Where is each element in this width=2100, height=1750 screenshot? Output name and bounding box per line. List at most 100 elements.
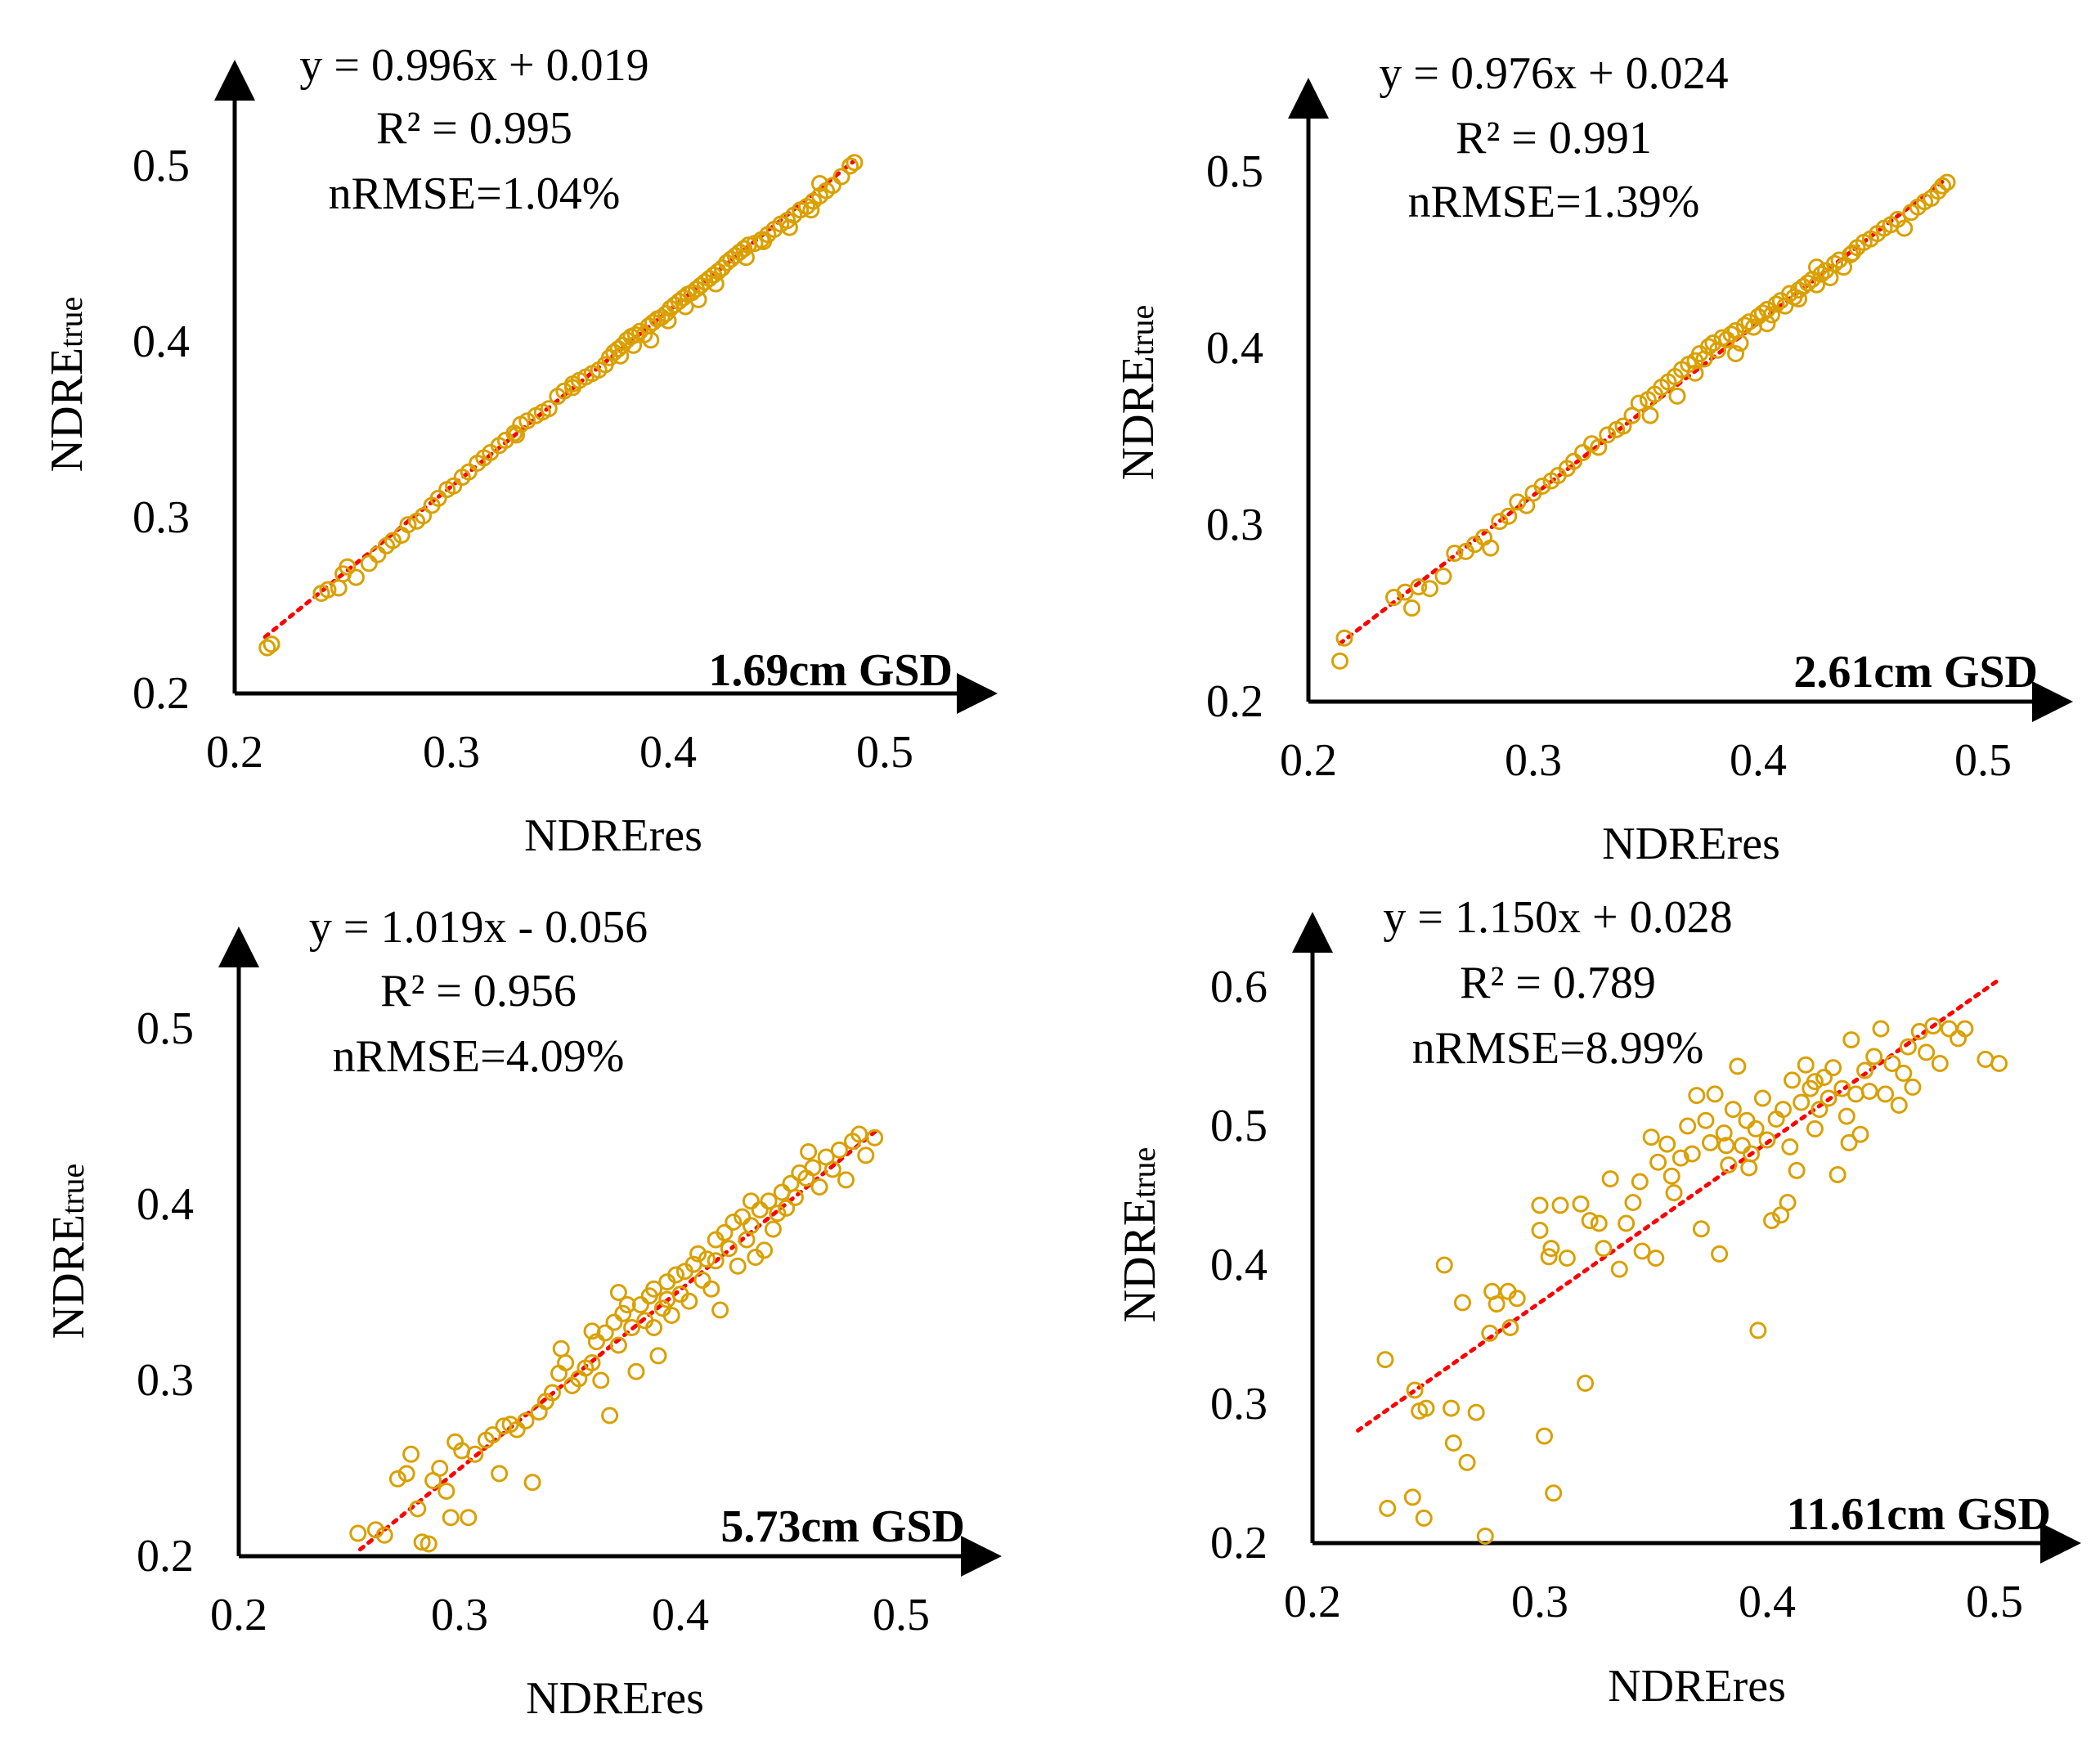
- data-point: [707, 275, 725, 293]
- data-point: [1610, 1260, 1628, 1278]
- data-point: [1747, 1120, 1765, 1138]
- data-point: [1633, 1242, 1651, 1260]
- y-tick-label: 0.4: [137, 1179, 194, 1230]
- data-point: [415, 507, 433, 525]
- data-point: [625, 336, 643, 354]
- x-tick-label: 0.5: [1954, 735, 2012, 786]
- data-point: [1779, 1194, 1797, 1211]
- data-point: [1706, 1085, 1724, 1103]
- data-point: [1509, 493, 1527, 511]
- r2-label: R² = 0.956: [380, 966, 577, 1016]
- data-point: [1443, 1399, 1461, 1417]
- data-point: [1774, 1101, 1792, 1119]
- data-point: [1842, 1031, 1860, 1049]
- data-point: [1931, 1055, 1949, 1072]
- data-point: [1501, 1319, 1519, 1336]
- data-point: [618, 1296, 636, 1314]
- x-tick-label: 0.4: [1739, 1577, 1796, 1627]
- data-point: [709, 262, 727, 280]
- data-point: [1614, 417, 1632, 435]
- data-point: [1403, 1488, 1421, 1506]
- data-point: [1736, 316, 1753, 334]
- data-point: [645, 1280, 663, 1298]
- y-tick-label: 0.2: [132, 668, 190, 719]
- data-point: [1918, 1043, 1936, 1061]
- data-point: [1938, 173, 1956, 191]
- data-point: [517, 1411, 535, 1429]
- data-point: [1740, 313, 1758, 331]
- data-point: [1799, 274, 1816, 292]
- data-point: [596, 1324, 614, 1342]
- data-point: [1434, 568, 1452, 586]
- data-point: [823, 177, 841, 195]
- y-tick-label: 0.5: [1210, 1101, 1268, 1151]
- panel-1-69cm: y = 0.996x + 0.019 R² = 0.995 nRMSE=1.04…: [42, 40, 998, 861]
- data-point: [760, 1192, 778, 1210]
- data-point: [725, 1214, 743, 1231]
- data-point: [778, 1199, 796, 1217]
- data-point: [1758, 315, 1776, 333]
- data-point: [460, 1509, 478, 1527]
- data-point: [563, 375, 581, 393]
- data-point: [689, 290, 707, 308]
- data-point: [830, 1141, 848, 1159]
- equation-label: y = 1.019x - 0.056: [309, 902, 648, 953]
- data-point: [1536, 1427, 1554, 1445]
- data-point: [769, 1205, 787, 1223]
- data-point: [1601, 1170, 1619, 1188]
- y-tick-label: 0.3: [137, 1355, 194, 1406]
- data-point: [1647, 1250, 1665, 1267]
- data-point: [1720, 1156, 1738, 1174]
- y-axis-title: NDREtrue: [1113, 305, 1164, 481]
- data-point: [347, 568, 365, 586]
- data-point: [1697, 1111, 1715, 1129]
- data-point: [1558, 1250, 1576, 1267]
- data-point: [751, 1200, 769, 1218]
- data-point: [716, 1223, 734, 1241]
- data-point: [755, 232, 773, 250]
- y-tick-label: 0.2: [1210, 1518, 1268, 1568]
- x-axis-title: NDREres: [526, 1673, 704, 1724]
- data-point: [466, 1445, 484, 1463]
- data-point: [388, 1470, 406, 1488]
- data-point: [1846, 1085, 1864, 1103]
- data-point: [707, 1252, 725, 1270]
- x-axis-title: NDREres: [524, 810, 702, 861]
- y-tick-label: 0.4: [132, 316, 190, 367]
- data-point: [1641, 406, 1659, 424]
- data-point: [1890, 1097, 1908, 1114]
- data-point: [1692, 1220, 1710, 1238]
- data-point: [1481, 1324, 1499, 1342]
- data-point: [631, 322, 649, 340]
- data-point: [508, 1420, 526, 1438]
- data-point: [1467, 1403, 1485, 1421]
- data-point: [657, 305, 675, 323]
- data-point: [1662, 1167, 1680, 1185]
- data-point: [1376, 1351, 1394, 1369]
- data-point: [1618, 1214, 1636, 1232]
- data-point: [1865, 1048, 1883, 1066]
- nrmse-label: nRMSE=4.09%: [333, 1031, 625, 1082]
- data-point: [1808, 258, 1825, 276]
- data-point: [1671, 1149, 1689, 1167]
- data-point: [1790, 290, 1807, 308]
- data-point: [1758, 1131, 1776, 1149]
- data-point: [1508, 1290, 1526, 1308]
- y-tick-label: 0.4: [1206, 323, 1263, 374]
- y-axis-title: NDREtrue: [43, 1164, 94, 1339]
- data-point: [1446, 545, 1464, 563]
- data-point: [1683, 1145, 1701, 1163]
- data-point: [1686, 364, 1704, 382]
- data-point: [1990, 1055, 2008, 1072]
- data-point: [1877, 1085, 1895, 1103]
- data-point: [1599, 426, 1617, 444]
- data-point: [623, 1319, 641, 1336]
- gsd-label: 5.73cm GSD: [720, 1501, 965, 1552]
- y-tick-label: 0.2: [137, 1531, 194, 1582]
- data-point: [1379, 1500, 1397, 1517]
- data-point: [609, 1284, 627, 1301]
- data-point: [1545, 1484, 1563, 1502]
- data-point: [413, 1533, 431, 1551]
- data-point: [1453, 1294, 1471, 1312]
- data-point: [1793, 1093, 1811, 1111]
